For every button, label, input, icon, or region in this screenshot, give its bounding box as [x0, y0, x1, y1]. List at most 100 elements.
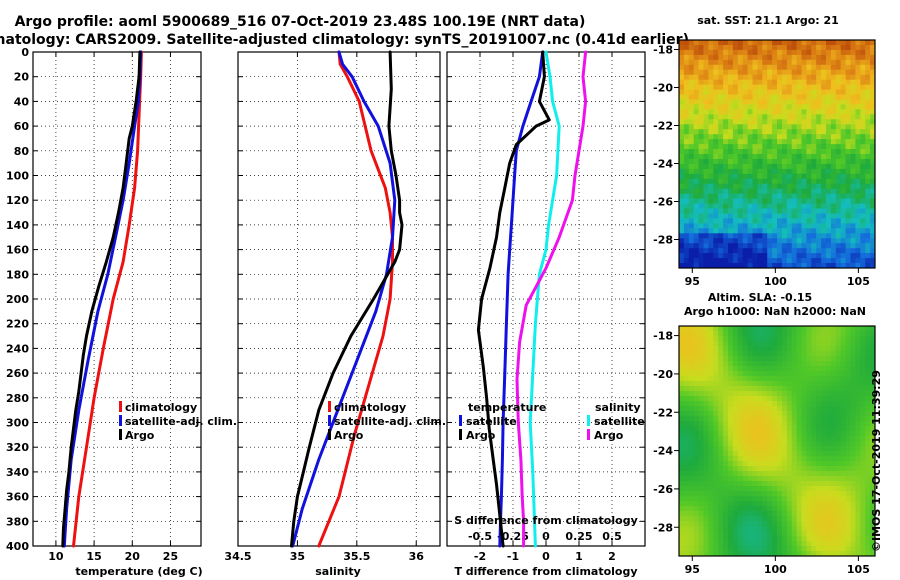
- map-cell: [796, 491, 803, 497]
- map-cell: [688, 119, 695, 125]
- map-cell: [870, 99, 875, 106]
- map-cell: [728, 238, 734, 244]
- map-cell: [777, 481, 783, 487]
- map-cell: [801, 506, 807, 512]
- map-cell: [821, 163, 827, 170]
- map-cell: [742, 366, 749, 372]
- map-cell: [777, 94, 783, 101]
- map-cell: [777, 501, 783, 507]
- map-cell: [796, 193, 803, 200]
- map-cell: [688, 476, 695, 482]
- map-cell: [796, 263, 803, 268]
- map-cell: [713, 203, 719, 210]
- map-cell: [708, 124, 714, 130]
- map-cell: [796, 486, 803, 492]
- map-cell: [796, 49, 803, 56]
- map-cell: [845, 223, 852, 229]
- map-cell: [747, 431, 754, 437]
- map-cell: [698, 531, 705, 537]
- map-cell: [732, 233, 739, 239]
- map-cell: [786, 99, 793, 106]
- title-line-1: Argo profile: aoml 5900689_516 07-Oct-20…: [15, 14, 586, 30]
- map-cell: [865, 356, 871, 362]
- map-cell: [703, 208, 709, 215]
- map-cell: [796, 238, 803, 244]
- map-cell: [835, 391, 842, 397]
- map-cell: [830, 526, 837, 532]
- map-cell: [786, 516, 793, 522]
- map-cell: [698, 79, 705, 86]
- map-cell: [845, 159, 852, 165]
- map-cell: [737, 69, 744, 76]
- map-cell: [811, 193, 817, 200]
- map-cell: [811, 466, 817, 472]
- map-cell: [830, 124, 837, 130]
- map-cell: [688, 223, 695, 229]
- map-y-tick-label: -24: [653, 445, 673, 458]
- map-cell: [860, 154, 866, 160]
- map-cell: [796, 446, 803, 452]
- map-cell: [679, 154, 685, 160]
- map-cell: [683, 456, 690, 462]
- map-cell: [821, 521, 827, 527]
- map-cell: [679, 531, 685, 537]
- map-cell: [855, 233, 861, 239]
- map-cell: [830, 496, 837, 502]
- map-cell: [737, 391, 744, 397]
- map-cell: [688, 401, 695, 407]
- map-cell: [821, 551, 827, 556]
- map-cell: [713, 366, 719, 372]
- map-cell: [781, 431, 788, 437]
- map-cell: [777, 213, 783, 220]
- map-cell: [791, 351, 798, 357]
- map-cell: [850, 109, 856, 115]
- map-cell: [703, 193, 709, 200]
- map-cell: [693, 203, 700, 210]
- map-cell: [713, 461, 719, 467]
- map-cell: [801, 521, 807, 527]
- map-cell: [845, 203, 852, 210]
- map-cell: [747, 391, 754, 397]
- map-cell: [703, 361, 709, 367]
- map-cell: [757, 59, 763, 66]
- map-cell: [865, 531, 871, 537]
- map-cell: [821, 253, 827, 259]
- map-cell: [845, 253, 852, 259]
- map-cell: [806, 159, 812, 165]
- map-cell: [718, 99, 724, 106]
- map-cell: [698, 94, 705, 101]
- map-cell: [860, 79, 866, 86]
- legend-label-argo: Argo: [125, 429, 155, 442]
- map-cell: [772, 386, 778, 392]
- map-cell: [777, 168, 783, 175]
- map-cell: [821, 124, 827, 130]
- map-cell: [762, 331, 768, 337]
- map-cell: [835, 406, 842, 412]
- map-cell: [728, 466, 734, 472]
- map-cell: [860, 124, 866, 130]
- map-cell: [683, 45, 690, 51]
- map-cell: [737, 213, 744, 220]
- map-cell: [688, 183, 695, 190]
- map-cell: [850, 114, 856, 120]
- map-cell: [723, 491, 729, 497]
- map-cell: [772, 376, 778, 382]
- map-cell: [723, 346, 729, 352]
- legend-swatch-climatology: [328, 401, 331, 412]
- map-cell: [723, 456, 729, 462]
- map-cell: [693, 243, 700, 249]
- map-cell: [742, 526, 749, 532]
- map-cell: [728, 223, 734, 229]
- map-cell: [806, 551, 812, 556]
- map-cell: [728, 366, 734, 372]
- map-cell: [830, 168, 837, 175]
- map-cell: [762, 119, 768, 125]
- map-cell: [737, 521, 744, 527]
- map-cell: [688, 243, 695, 249]
- map-cell: [728, 396, 734, 402]
- map-cell: [777, 506, 783, 512]
- map-cell: [821, 79, 827, 86]
- map-cell: [811, 253, 817, 259]
- map-cell: [840, 441, 847, 447]
- map-cell: [737, 326, 744, 332]
